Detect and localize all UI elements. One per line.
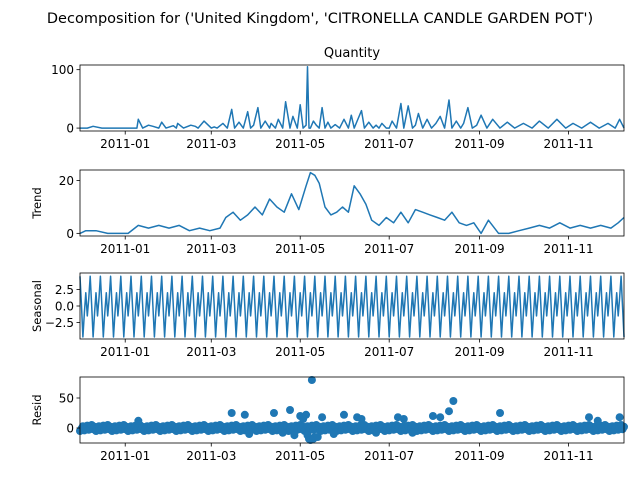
x-tick-label: 2011-07 bbox=[364, 242, 414, 256]
x-tick-label: 2011-07 bbox=[364, 449, 414, 463]
resid-point bbox=[399, 415, 408, 423]
x-tick-label: 2011-01 bbox=[100, 449, 150, 463]
resid-point bbox=[313, 433, 322, 441]
resid-point bbox=[449, 397, 458, 405]
x-tick-label: 2011-11 bbox=[544, 345, 594, 359]
resid-point bbox=[496, 409, 505, 417]
x-tick-label: 2011-01 bbox=[100, 137, 150, 151]
panel-2: Trend 0 20 2011-01 2011-03 2011-05 2011-07 2011… bbox=[30, 169, 625, 256]
x-tick-label: 2011-11 bbox=[544, 137, 594, 151]
y-tick-label: 50 bbox=[59, 392, 74, 406]
x-tick-label: 2011-07 bbox=[364, 137, 414, 151]
y-axis-label: Seasonal bbox=[30, 280, 44, 332]
resid-point bbox=[615, 413, 624, 422]
resid-point bbox=[240, 410, 249, 419]
resid-point bbox=[290, 431, 299, 440]
panel-3: Seasonal −2.5 0.0 2.5 2011-01 2011-03 2011-05 2… bbox=[30, 272, 625, 359]
resid-point bbox=[372, 428, 381, 437]
panel-1: Quantity 0 100 2011-01 2011-03 2011-05 2011-07… bbox=[51, 46, 625, 151]
resid-point bbox=[593, 416, 602, 425]
x-tick-label: 2011-03 bbox=[186, 137, 236, 151]
x-tick-label: 2011-03 bbox=[186, 449, 236, 463]
x-tick-label: 2011-11 bbox=[544, 242, 594, 256]
x-tick-label: 2011-05 bbox=[275, 137, 325, 151]
resid-point bbox=[584, 413, 593, 422]
axes-frame bbox=[79, 169, 625, 237]
resid-point bbox=[278, 428, 287, 437]
resid-point bbox=[307, 376, 316, 384]
resid-point bbox=[436, 413, 445, 422]
x-tick-label: 2011-01 bbox=[100, 345, 150, 359]
resid-point bbox=[286, 406, 295, 414]
axes-frame bbox=[79, 376, 625, 444]
resid-point bbox=[408, 428, 417, 437]
resid-point bbox=[269, 409, 278, 417]
panels: Quantity 0 100 2011-01 2011-03 2011-05 2011-07… bbox=[30, 46, 628, 463]
y-tick-label: 2.5 bbox=[55, 283, 74, 297]
resid-point bbox=[357, 415, 366, 423]
resid-point bbox=[302, 410, 311, 419]
resid-point bbox=[227, 409, 236, 417]
trend-line bbox=[79, 171, 625, 235]
seasonal-line bbox=[79, 275, 625, 338]
axes-frame bbox=[79, 64, 625, 132]
x-tick-label: 2011-05 bbox=[275, 345, 325, 359]
quantity-line bbox=[80, 66, 625, 129]
x-tick-label: 2011-09 bbox=[455, 345, 505, 359]
x-tick-label: 2011-09 bbox=[455, 137, 505, 151]
resid-point bbox=[444, 407, 453, 416]
y-tick-label: 0 bbox=[66, 227, 74, 241]
x-tick-label: 2011-03 bbox=[186, 345, 236, 359]
y-tick-label: 0.0 bbox=[55, 300, 74, 314]
resid-point bbox=[428, 412, 437, 420]
resid-point bbox=[329, 430, 338, 438]
y-axis-label: Trend bbox=[30, 187, 44, 219]
resid-point bbox=[134, 416, 143, 425]
resid-point bbox=[245, 430, 254, 438]
x-tick-label: 2011-05 bbox=[275, 449, 325, 463]
x-tick-label: 2011-07 bbox=[364, 345, 414, 359]
y-tick-label: −2.5 bbox=[45, 316, 74, 330]
panel-4: Resid 0 50 2011-01 2011-03 2011-05 2011-07 2011… bbox=[30, 376, 628, 463]
figure-suptitle: Decomposition for ('United Kingdom', 'CI… bbox=[47, 11, 593, 27]
x-tick-label: 2011-05 bbox=[275, 242, 325, 256]
panel-title: Quantity bbox=[324, 46, 380, 61]
x-tick-label: 2011-11 bbox=[544, 449, 594, 463]
y-axis-label: Resid bbox=[30, 394, 44, 425]
y-tick-label: 100 bbox=[51, 63, 74, 77]
resid-point bbox=[339, 410, 348, 419]
x-tick-label: 2011-01 bbox=[100, 242, 150, 256]
x-tick-label: 2011-03 bbox=[186, 242, 236, 256]
y-tick-label: 0 bbox=[66, 122, 74, 136]
x-tick-label: 2011-09 bbox=[455, 242, 505, 256]
y-tick-label: 0 bbox=[66, 422, 74, 436]
resid-point bbox=[318, 413, 327, 422]
y-tick-label: 20 bbox=[59, 174, 74, 188]
x-tick-label: 2011-09 bbox=[455, 449, 505, 463]
